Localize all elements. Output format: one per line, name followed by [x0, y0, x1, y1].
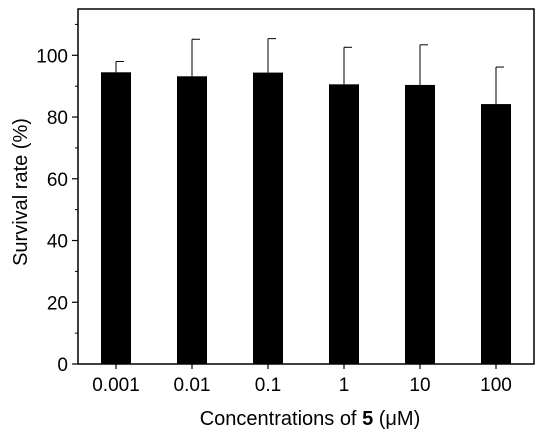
y-tick-label-20: 20: [47, 293, 68, 314]
bar-0.001: [101, 72, 131, 365]
plot-frame: [77, 8, 535, 365]
bar-1: [329, 84, 359, 364]
x-tick-label-10: 10: [409, 375, 430, 396]
x-tick-label-0.1: 0.1: [255, 375, 281, 396]
y-tick-label-40: 40: [47, 232, 68, 253]
bar-0.1: [253, 72, 283, 364]
x-tick-label-0.01: 0.01: [174, 375, 211, 396]
x-tick-label-100: 100: [480, 375, 512, 396]
y-tick-label-0: 0: [57, 355, 68, 376]
bar-10: [405, 84, 435, 364]
axes-layer: [72, 8, 535, 369]
labels-layer: 0.001 0.01 0.1 1 10 100 0 20 40 60 80 100: [36, 46, 512, 396]
bar-0.01: [177, 76, 207, 364]
y-axis-title: Survival rate (%): [10, 118, 32, 266]
y-tick-label-100: 100: [36, 46, 68, 67]
x-tick-label-0.001: 0.001: [92, 375, 140, 396]
bars-layer: [101, 38, 511, 365]
y-tick-label-80: 80: [47, 108, 68, 129]
x-tick-label-1: 1: [339, 375, 350, 396]
y-tick-label-60: 60: [47, 170, 68, 191]
x-axis-title: Concentrations of 5 (μM): [200, 408, 421, 430]
bar-100: [481, 104, 511, 365]
